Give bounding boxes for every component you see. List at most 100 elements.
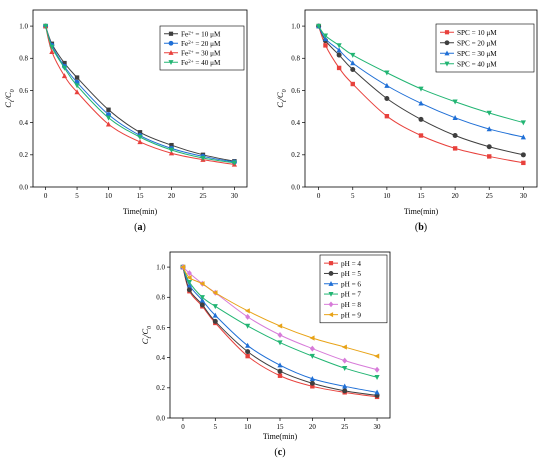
data-point-0-5 [137, 130, 143, 135]
data-point-0-4 [384, 114, 390, 119]
x-tick-label: 15 [277, 423, 285, 431]
data-point-0-3 [74, 75, 80, 80]
y-tick-label: 0.8 [156, 294, 165, 302]
data-point-3-2 [61, 65, 68, 71]
data-point-5-4 [244, 308, 250, 314]
data-point-3-1 [322, 33, 329, 39]
y-axis-label: Ct/C0 [140, 326, 153, 344]
legend-marker-0 [328, 261, 334, 266]
x-tick-label: 5 [75, 192, 79, 200]
data-point-3-4 [105, 115, 112, 121]
legend-label-3: pH = 7 [341, 291, 361, 299]
chart-panel-1: 0 5 10 15 20 25 30 0.0 0.2 0.4 0.6 0.8 1.0 Time(min) C… [275, 9, 538, 233]
data-point-1-8 [520, 152, 526, 158]
data-point-2-8 [374, 389, 380, 395]
data-point-2-5 [137, 139, 143, 145]
data-point-3-6 [452, 99, 458, 105]
data-point-3-7 [200, 155, 206, 161]
data-point-1-7 [486, 144, 492, 150]
y-tick-label: 0.6 [291, 87, 300, 95]
y-tick-label: 0.4 [291, 119, 300, 127]
data-point-0-4 [106, 107, 111, 112]
data-point-3-7 [486, 110, 492, 116]
data-point-2-4 [245, 342, 251, 348]
data-point-1-5 [277, 368, 283, 374]
data-point-4-5 [277, 332, 283, 338]
legend-label-2: Fe2+ = 30 μM [181, 49, 221, 57]
data-point-0-4 [245, 353, 250, 359]
data-point-5-3 [212, 290, 218, 296]
data-point-3-6 [168, 147, 175, 153]
x-axis-label: Time(min) [123, 207, 158, 216]
data-point-3-6 [309, 353, 315, 359]
legend-label-0: SPC = 10 μM [457, 29, 497, 37]
x-tick-label: 0 [317, 192, 321, 200]
data-point-1-4 [384, 96, 390, 101]
x-tick-label: 30 [231, 192, 239, 200]
data-point-0-6 [452, 146, 458, 151]
y-tick-label: 0.4 [19, 119, 28, 127]
legend-label-2: SPC = 30 μM [457, 50, 497, 58]
data-point-2-7 [342, 383, 348, 389]
data-point-3-3 [350, 52, 356, 58]
legend-marker-4 [328, 301, 334, 308]
y-tick-label: 1.0 [156, 263, 165, 271]
y-tick-label: 0.4 [156, 354, 165, 362]
data-point-3-2 [199, 295, 205, 301]
data-point-3-3 [212, 304, 218, 310]
data-point-1-3 [350, 67, 356, 73]
legend-marker-2 [168, 50, 174, 55]
data-point-1-6 [452, 133, 458, 139]
data-point-3-1 [186, 279, 193, 285]
y-tick-label: 0.2 [156, 384, 165, 392]
x-tick-label: 5 [351, 192, 355, 200]
data-point-2-4 [105, 121, 112, 127]
data-point-0-5 [418, 133, 424, 138]
data-point-0-3 [350, 81, 355, 87]
data-point-1-1 [186, 287, 192, 293]
x-tick-label: 25 [486, 192, 494, 200]
y-tick-label: 0.2 [291, 151, 300, 159]
panel-label: (c) [274, 447, 285, 458]
data-point-1-4 [245, 349, 251, 355]
data-point-0-1 [323, 43, 328, 48]
legend-marker-0 [168, 31, 174, 36]
data-point-1-2 [336, 52, 342, 58]
data-point-3-5 [418, 86, 424, 92]
data-point-2-6 [168, 150, 175, 156]
y-tick-label: 0.0 [291, 183, 300, 191]
legend-label-4: pH = 8 [341, 301, 361, 309]
y-tick-label: 0.0 [156, 414, 165, 422]
data-point-3-5 [277, 340, 283, 346]
y-tick-label: 0.2 [19, 151, 28, 159]
x-tick-label: 10 [383, 192, 391, 200]
y-tick-label: 0.8 [291, 55, 300, 63]
data-point-3-3 [74, 83, 80, 89]
x-tick-label: 20 [452, 192, 460, 200]
legend-marker-2 [444, 50, 450, 56]
data-point-3-0 [316, 23, 322, 29]
data-point-5-7 [341, 344, 347, 350]
legend-marker-1 [328, 271, 334, 276]
data-point-0-2 [62, 60, 67, 66]
data-point-2-5 [418, 100, 424, 106]
data-point-1-7 [342, 388, 348, 394]
y-tick-label: 1.0 [291, 22, 300, 30]
legend-label-0: pH = 4 [341, 260, 361, 268]
x-tick-label: 10 [105, 192, 113, 200]
data-point-3-8 [374, 375, 380, 381]
data-point-5-0 [180, 264, 186, 270]
chart-panel-2: 0 5 10 15 20 25 30 0.0 0.2 0.4 0.6 0.8 1.0 Time(min) C… [140, 251, 391, 458]
legend-label-3: Fe2+ = 40 μM [181, 59, 221, 67]
data-point-2-3 [350, 60, 356, 66]
legend-label-1: SPC = 20 μM [457, 39, 497, 47]
x-tick-label: 15 [137, 192, 145, 200]
data-point-2-6 [309, 375, 315, 381]
data-point-0-8 [521, 160, 526, 166]
data-point-2-5 [277, 362, 283, 368]
legend-marker-3 [328, 291, 334, 297]
x-tick-label: 15 [418, 192, 426, 200]
x-axis-label: Time(min) [263, 432, 298, 441]
legend-marker-3 [168, 60, 174, 65]
